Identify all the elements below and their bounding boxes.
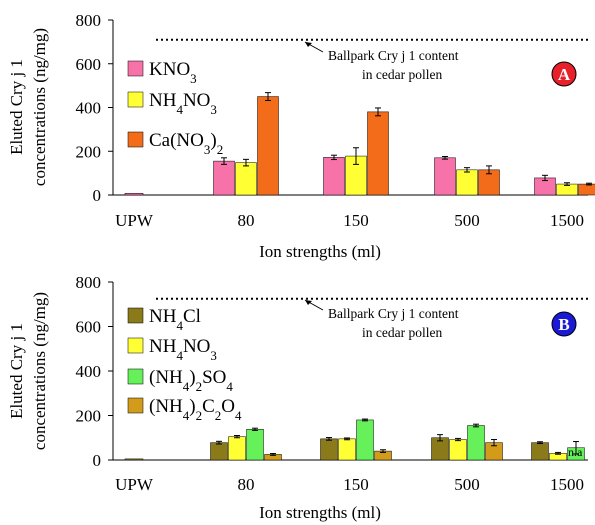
panel-a: 0 200 400 600 800 Eluted Cry j 1 concentration… [7, 11, 595, 261]
bar [210, 442, 228, 461]
bar [323, 157, 345, 196]
bar [467, 425, 485, 461]
x-tick-label: 150 [343, 211, 369, 230]
bar [213, 160, 235, 196]
bar [434, 157, 456, 196]
bar [235, 162, 257, 196]
bar [246, 429, 264, 461]
y-axis-label: Eluted Cry j 1 [7, 323, 26, 419]
x-tick-label: UPW [115, 475, 154, 494]
x-tick-label: 500 [454, 475, 480, 494]
panel-badge [551, 61, 577, 87]
legend-swatch [127, 337, 144, 354]
bar [367, 111, 389, 196]
y-tick-label: 200 [76, 142, 102, 161]
y-tick-label: 0 [93, 186, 102, 205]
annotation-line1: Ballpark Cry j 1 content [328, 306, 459, 321]
y-axis-label: concentrations (ng/mg) [30, 292, 49, 450]
annotation-line2: in cedar pollen [362, 325, 442, 340]
legend-swatch [127, 307, 144, 324]
x-tick-label: 500 [454, 211, 480, 230]
legend-label: (NH4)2SO4 [149, 367, 233, 394]
panel-badge-letter: B [558, 315, 569, 334]
y-tick-label: 800 [76, 273, 102, 292]
bar [338, 438, 356, 461]
annotation-line2: in cedar pollen [362, 67, 442, 82]
bar [456, 169, 478, 196]
legend-swatch [127, 368, 144, 385]
panel-badge-letter: A [558, 65, 571, 84]
not-available-label: n.a [568, 445, 583, 459]
x-tick-label: 1500 [550, 475, 584, 494]
y-tick-label: 800 [76, 11, 102, 30]
panel-badge [551, 311, 577, 337]
y-tick-label: 400 [76, 99, 102, 118]
y-tick-label: 200 [76, 407, 102, 426]
bar [531, 442, 549, 461]
bar [257, 96, 279, 196]
bar-upw [124, 458, 144, 461]
y-tick-label: 600 [76, 318, 102, 337]
panel-b: 0 200 400 600 800 Eluted Cry j 1 concentration… [7, 273, 588, 522]
bar [320, 438, 338, 461]
x-axis-label: Ion strengths (ml) [259, 242, 381, 261]
y-tick-label: 400 [76, 362, 102, 381]
legend-swatch [127, 397, 144, 414]
x-tick-label: 150 [343, 475, 369, 494]
legend-label: Ca(NO3)2 [149, 130, 223, 157]
legend-label: (NH4)2C2O4 [149, 396, 242, 423]
x-tick-label: 80 [238, 211, 255, 230]
y-axis-label: concentrations (ng/mg) [30, 28, 49, 186]
annotation-arrowhead [305, 300, 312, 305]
legend-label: NH4NO3 [149, 336, 217, 363]
legend-label: NH4NO3 [149, 90, 217, 117]
legend-label: KNO3 [149, 59, 197, 86]
x-tick-label: 80 [238, 475, 255, 494]
annotation-arrowhead [305, 42, 312, 47]
y-tick-label: 600 [76, 55, 102, 74]
bar [228, 436, 246, 461]
annotation-line1: Ballpark Cry j 1 content [328, 48, 459, 63]
x-tick-label: UPW [115, 211, 154, 230]
legend-swatch [127, 131, 144, 148]
bar [356, 419, 374, 461]
y-tick-label: 0 [93, 451, 102, 470]
legend-swatch [127, 91, 144, 108]
bar [449, 439, 467, 461]
x-tick-label: 1500 [550, 211, 584, 230]
legend-swatch [127, 60, 144, 77]
bar-upw [124, 193, 144, 196]
bar [578, 183, 595, 196]
x-axis-label: Ion strengths (ml) [259, 503, 381, 522]
y-axis-label: Eluted Cry j 1 [7, 59, 26, 155]
legend-label: NH4Cl [149, 306, 201, 333]
